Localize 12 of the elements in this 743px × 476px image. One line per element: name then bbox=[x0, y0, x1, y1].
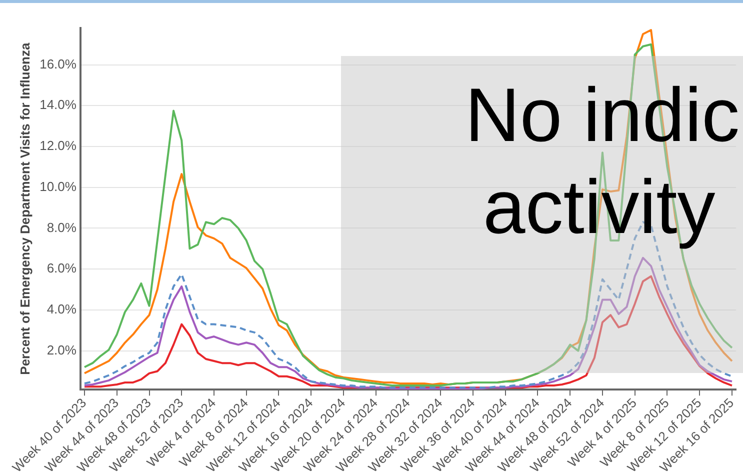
y-tick-label: 16.0% bbox=[40, 56, 77, 72]
y-tick-label: 8.0% bbox=[46, 220, 77, 235]
annotation: activity bbox=[483, 164, 716, 252]
y-tick-label: 2.0% bbox=[46, 342, 77, 358]
y-tick-label: 12.0% bbox=[40, 138, 77, 154]
y-tick-label: 4.0% bbox=[46, 302, 77, 317]
overlay-panel: No indic activity bbox=[341, 56, 743, 373]
y-tick-label: 14.0% bbox=[40, 97, 77, 112]
y-tick-label: 10.0% bbox=[40, 178, 77, 194]
y-axis-title: Percent of Emergency Department Visits for Influenza bbox=[17, 42, 32, 375]
annotation: No indic bbox=[465, 72, 740, 160]
y-tick-label: 6.0% bbox=[46, 260, 77, 276]
